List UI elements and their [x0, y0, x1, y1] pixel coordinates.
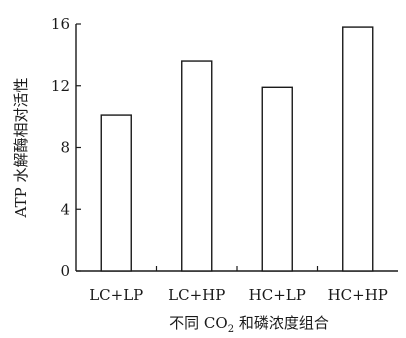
x-axis-title-subscript: 2: [228, 324, 234, 335]
y-ticks: 0 4 8 12 16: [51, 15, 81, 280]
y-tick-label: 12: [51, 77, 70, 95]
x-category-label: HC+HP: [328, 286, 388, 304]
y-tick-label: 4: [60, 200, 70, 218]
x-axis-title: 不同 CO2 和磷浓度组合: [169, 314, 329, 335]
x-category-labels: LC+LP LC+HP HC+LP HC+HP: [89, 286, 388, 304]
bar-lc-lp: [100, 114, 132, 272]
y-tick-label: 0: [60, 262, 70, 280]
y-axis-title: ATP 水解酶相对活性: [12, 78, 30, 219]
bar-hc-lp: [261, 86, 293, 272]
x-category-label: LC+LP: [89, 286, 143, 304]
x-category-label: HC+LP: [249, 286, 306, 304]
y-tick-label: 16: [51, 15, 70, 33]
bar-hc-hp: [342, 26, 374, 272]
x-axis-title-prefix: 不同 CO: [169, 314, 228, 332]
bars: [100, 26, 374, 272]
x-axis-title-suffix: 和磷浓度组合: [234, 314, 329, 332]
x-category-label: LC+HP: [168, 286, 225, 304]
bar-lc-hp: [181, 60, 213, 272]
y-tick-label: 8: [60, 139, 70, 157]
